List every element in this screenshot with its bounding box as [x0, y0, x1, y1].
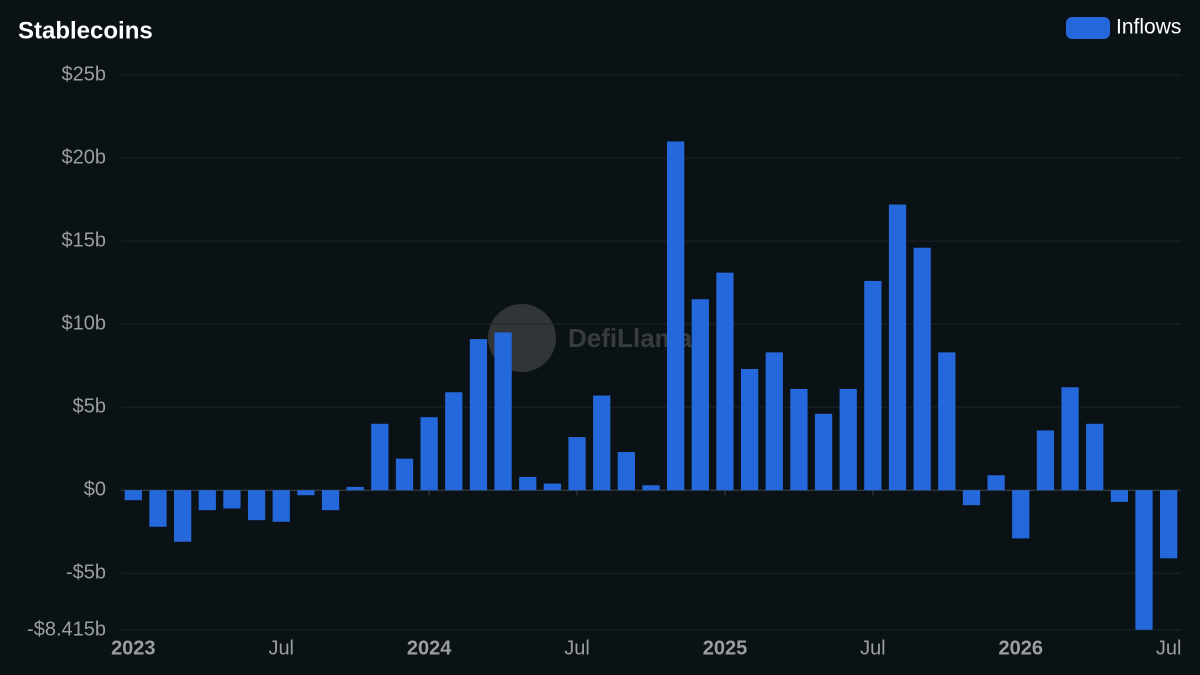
bar — [617, 452, 635, 491]
bar — [445, 392, 463, 491]
x-tick-label: 2026 — [999, 637, 1044, 659]
bar — [1110, 490, 1128, 502]
bar — [913, 247, 931, 491]
bar — [494, 332, 512, 491]
y-tick-label: $10b — [62, 312, 107, 334]
y-tick-label: $0 — [84, 479, 106, 501]
bar — [740, 368, 759, 491]
bar — [864, 280, 882, 491]
bar — [765, 352, 783, 491]
bar — [247, 490, 266, 521]
y-tick-label: -$8.415b — [27, 618, 106, 640]
y-tick-label: $20b — [62, 146, 107, 168]
bar — [223, 490, 241, 509]
bar — [1036, 430, 1055, 491]
legend-swatch — [1066, 17, 1110, 39]
bar — [297, 490, 315, 496]
y-tick-label: -$5b — [66, 562, 106, 584]
bar — [888, 204, 907, 491]
bar — [346, 486, 364, 491]
bar — [814, 413, 833, 491]
bar — [543, 483, 562, 491]
bar — [371, 423, 389, 491]
bar — [420, 417, 438, 491]
bar — [321, 490, 340, 511]
bar — [667, 141, 685, 491]
bar — [716, 272, 734, 491]
bar — [1012, 490, 1030, 539]
bar — [593, 395, 611, 491]
bar — [642, 485, 660, 491]
bar — [938, 352, 956, 491]
bar — [272, 490, 290, 522]
y-tick-label: $15b — [62, 229, 107, 251]
bar — [1135, 490, 1153, 630]
x-tick-label: 2024 — [407, 637, 452, 659]
bar — [987, 475, 1005, 491]
x-tick-label: Jul — [860, 637, 886, 659]
legend: Inflows — [1066, 16, 1181, 39]
bar — [149, 490, 167, 527]
bar — [124, 490, 142, 501]
bar — [174, 490, 192, 542]
bar — [691, 299, 709, 491]
y-tick-label: $5b — [73, 395, 106, 417]
x-tick-label: Jul — [1156, 637, 1182, 659]
bar — [790, 388, 808, 491]
bar — [839, 388, 857, 491]
bar — [469, 339, 488, 491]
bar — [568, 437, 586, 491]
bar — [1086, 423, 1104, 491]
y-tick-label: $25b — [62, 63, 107, 85]
x-tick-label: Jul — [268, 637, 294, 659]
bar — [1160, 490, 1178, 559]
x-tick-label: Jul — [564, 637, 590, 659]
x-tick-label: 2023 — [111, 637, 156, 659]
chart-title: Stablecoins — [18, 17, 153, 44]
bar — [198, 490, 216, 511]
bar — [395, 458, 414, 491]
x-tick-label: 2025 — [703, 637, 748, 659]
bar — [519, 476, 537, 491]
bar — [962, 490, 981, 506]
bar — [1061, 387, 1079, 491]
legend-label: Inflows — [1116, 16, 1181, 39]
